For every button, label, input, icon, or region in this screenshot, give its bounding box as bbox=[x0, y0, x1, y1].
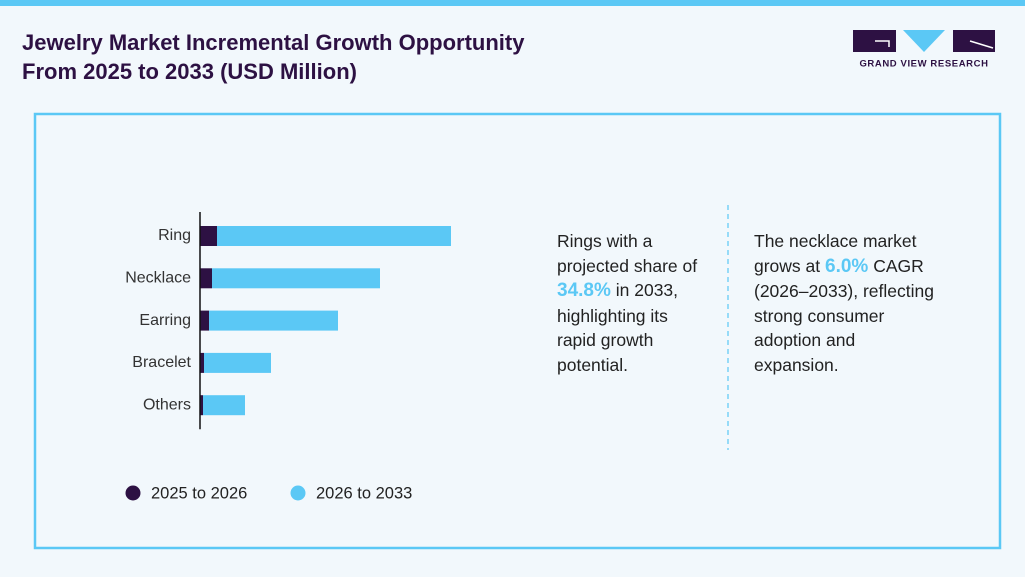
logo-mark bbox=[875, 40, 890, 47]
y-tick-label: Earring bbox=[139, 312, 191, 329]
legend-label: 2025 to 2026 bbox=[151, 484, 247, 502]
y-tick-label: Others bbox=[143, 396, 191, 413]
frame bbox=[33, 112, 1002, 550]
y-tick-label: Ring bbox=[158, 227, 191, 244]
logo-text: GRAND VIEW RESEARCH bbox=[859, 59, 988, 70]
y-tick-label: Necklace bbox=[125, 270, 191, 287]
bar bbox=[203, 395, 245, 416]
callout-text: CAGR (2026–2033), reflecting strong cons… bbox=[754, 255, 934, 375]
legend-label: 2026 to 2033 bbox=[316, 484, 412, 502]
logo-mark bbox=[969, 40, 994, 49]
callout-text: The necklace market grows at bbox=[754, 231, 917, 276]
logo: GRAND VIEW RESEARCH bbox=[853, 30, 995, 70]
bar bbox=[212, 268, 380, 289]
top-bar bbox=[0, 0, 1025, 6]
callout: The necklace market grows at 6.0% CAGR (… bbox=[754, 229, 934, 377]
callout-text: in 2033, highlighting its rapid growth p… bbox=[557, 280, 679, 375]
y-tick-label: Bracelet bbox=[132, 354, 191, 371]
bar bbox=[200, 226, 217, 246]
bar bbox=[209, 310, 338, 331]
bar bbox=[200, 352, 204, 373]
bar bbox=[204, 352, 271, 373]
title-line: From 2025 to 2033 (USD Million) bbox=[22, 59, 357, 84]
bar bbox=[200, 395, 203, 416]
logo-block bbox=[953, 30, 995, 52]
bar bbox=[217, 226, 451, 246]
callout-value: 6.0% bbox=[825, 255, 869, 277]
logo-block bbox=[903, 30, 945, 52]
title-line: Jewelry Market Incremental Growth Opport… bbox=[22, 30, 525, 55]
callout-text: Rings with a projected share of bbox=[557, 231, 698, 276]
callout: Rings with a projected share of 34.8% in… bbox=[557, 229, 707, 377]
bar bbox=[200, 310, 209, 331]
legend-marker bbox=[125, 485, 141, 501]
legend-marker bbox=[290, 485, 306, 501]
bar bbox=[200, 268, 212, 289]
logo-block bbox=[853, 30, 896, 52]
callout-value: 34.8% bbox=[557, 280, 611, 301]
